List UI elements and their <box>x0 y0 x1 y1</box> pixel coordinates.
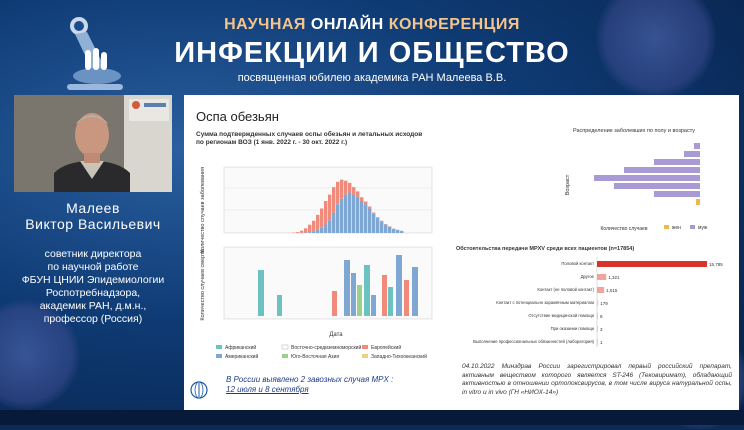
transmission-label: Выполнение профессиональных обязанностей… <box>473 339 594 344</box>
transmission-value: 179 <box>600 301 608 306</box>
cases-bar-americas <box>312 231 315 233</box>
speaker-video <box>14 95 172 192</box>
transmission-value: 1,321 <box>608 275 620 280</box>
svg-text:Африканский: Африканский <box>225 344 256 351</box>
cases-bar-europe <box>296 232 299 233</box>
transmission-label: Другое <box>581 274 595 279</box>
region-legend: Африканский Восточно-средиземноморский Е… <box>216 344 427 360</box>
right-top-ylabel: Возраст <box>565 174 571 195</box>
transmission-value: 15,785 <box>709 262 723 267</box>
cases-bar-europe <box>340 180 343 199</box>
cases-bar-europe <box>304 228 307 232</box>
conference-subtitle: посвященная юбилею академика РАН Малеева… <box>0 72 744 84</box>
cases-bar-europe <box>360 197 363 201</box>
russia-note: В России выявлено 2 завозных случая MPX … <box>226 375 446 395</box>
transmission-bar <box>597 261 707 267</box>
speaker-info: Малеев Виктор Васильевич советник директ… <box>14 200 172 326</box>
cases-bar-americas <box>356 197 359 233</box>
cases-bar-europe <box>300 231 303 233</box>
cases-bar-europe <box>328 195 331 221</box>
cases-bar-americas <box>324 224 327 233</box>
cases-bar-americas <box>336 204 339 233</box>
right-top-xlabel: Количество случаев <box>601 226 648 232</box>
transmission-value: 8 <box>600 314 603 319</box>
drug-note: 04.10.2022 Минздрав России зарегистриров… <box>462 363 732 397</box>
cases-bar-americas <box>392 229 395 233</box>
cases-bar-americas <box>396 230 399 233</box>
transmission-label: При оказании помощи <box>551 326 595 331</box>
cases-bar-europe <box>344 181 347 195</box>
right-top-title: Распределение заболевших по полу и возра… <box>573 128 695 134</box>
cases-bar-europe <box>368 207 371 209</box>
who-logo-icon <box>190 381 208 399</box>
transmission-bar <box>597 313 598 319</box>
cases-bar-europe <box>324 201 327 224</box>
cases-bar-europe <box>372 213 375 214</box>
transmission-bar <box>597 274 606 280</box>
transmission-value: 3 <box>600 327 603 332</box>
cases-bar-americas <box>320 228 323 233</box>
right-bottom-title: Обстоятельства передачи MPXV среди всех … <box>456 245 634 252</box>
xlabel: Дата <box>329 332 343 338</box>
speaker-surname: Малеев <box>14 200 172 216</box>
transmission-bar <box>597 339 598 345</box>
cases-bar-americas <box>400 231 403 233</box>
cases-bar-americas <box>380 221 383 233</box>
header-line1: НАУЧНАЯ ОНЛАЙН КОНФЕРЕНЦИЯ <box>0 16 744 34</box>
presentation-slide: Оспа обезьян Сумма подтвержденных случае… <box>184 95 739 410</box>
transmission-value: 1 <box>600 340 603 345</box>
cases-bar-europe <box>332 187 335 213</box>
cases-bar-europe <box>336 182 339 204</box>
cases-bar-americas <box>360 201 363 233</box>
conference-header: НАУЧНАЯ ОНЛАЙН КОНФЕРЕНЦИЯ ИНФЕКЦИИ И ОБ… <box>0 0 744 92</box>
cases-bar-europe <box>352 187 355 194</box>
transmission-label: Контакт с потенциально заражённым матери… <box>496 300 594 305</box>
legend-female: жен <box>672 225 681 231</box>
cases-bar-americas <box>364 204 367 233</box>
cases-bar-americas <box>328 220 331 233</box>
cases-bar-europe <box>380 221 383 222</box>
cases-bar-europe <box>364 202 367 205</box>
cases-bar-europe <box>308 225 311 232</box>
cases-bar-americas <box>372 214 375 233</box>
transmission-bar <box>597 300 598 306</box>
bottom-bar <box>0 410 744 425</box>
cases-bar-europe <box>320 208 323 227</box>
ylabel-bottom: Количество случаев смерти <box>200 249 206 320</box>
cases-bar-americas <box>348 192 351 233</box>
cases-bar-europe <box>312 221 315 232</box>
cases-bar-europe <box>348 183 351 193</box>
cases-bar-europe <box>376 217 379 218</box>
cases-bar-americas <box>308 232 311 233</box>
transmission-label: Контакт (не половой контакт) <box>537 287 594 292</box>
cases-bar-americas <box>340 199 343 233</box>
cases-bar-americas <box>344 195 347 233</box>
transmission-label: Отсутствие медицинской помощи <box>528 313 594 318</box>
cases-bar-americas <box>368 208 371 233</box>
transmission-value: 1,015 <box>606 288 618 293</box>
svg-text:Американский: Американский <box>225 353 258 360</box>
age-sex-bars <box>594 143 700 205</box>
transmission-bar <box>597 326 598 332</box>
conference-title: ИНФЕКЦИИ И ОБЩЕСТВО <box>0 37 744 70</box>
ylabel-top: Количество случаев заболевания <box>200 167 206 253</box>
speaker-given-names: Виктор Васильевич <box>14 216 172 232</box>
svg-text:Европейский: Европейский <box>371 344 401 351</box>
legend-male: муж <box>698 225 708 231</box>
cases-bar-americas <box>316 230 319 233</box>
cases-bar-americas <box>332 213 335 233</box>
cases-bar-americas <box>388 227 391 233</box>
transmission-label: Половой контакт <box>561 261 594 266</box>
cases-bar-europe <box>356 191 359 196</box>
svg-text:Восточно-средиземноморский: Восточно-средиземноморский <box>291 344 361 351</box>
cases-bar-americas <box>384 224 387 233</box>
cases-bar-americas <box>352 195 355 233</box>
svg-text:Западно-Тихоокеанский: Западно-Тихоокеанский <box>371 353 427 360</box>
cases-bar-americas <box>376 218 379 233</box>
svg-text:Юго-Восточная Азия: Юго-Восточная Азия <box>291 354 339 360</box>
transmission-bars: Половой контакт 15,785 Другое 1,321 Контакт … <box>473 261 723 345</box>
speaker-role: советник директора по научной работе ФБУ… <box>14 248 172 326</box>
cases-bar-europe <box>316 215 319 230</box>
transmission-bar <box>597 287 604 293</box>
